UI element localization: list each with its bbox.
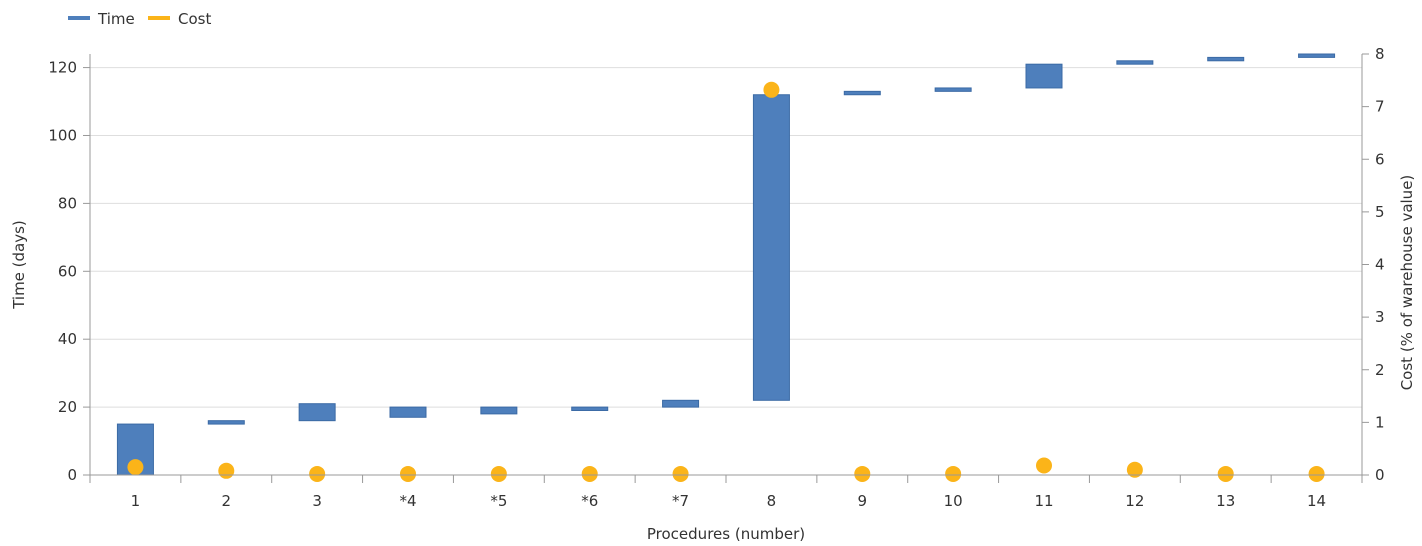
- cost-point-9: [854, 465, 871, 482]
- y2-tick-label-7: 7: [1375, 98, 1385, 116]
- cost-point-3: [309, 465, 326, 482]
- y-tick-label-2: 40: [58, 330, 77, 348]
- legend-label-cost: Cost: [178, 10, 211, 28]
- x-tick-label-10: 10: [944, 492, 963, 510]
- x-tick-label-5: *5: [490, 492, 507, 510]
- time-bar-5: [480, 406, 518, 415]
- y-tick-label-5: 100: [48, 126, 77, 144]
- x-tick-label-9: 9: [858, 492, 868, 510]
- time-bar-4: [389, 406, 427, 418]
- y2-tick-label-2: 2: [1375, 361, 1385, 379]
- time-bar-12: [1116, 60, 1154, 65]
- x-tick-label-4: *4: [399, 492, 416, 510]
- x-tick-label-2: 2: [222, 492, 232, 510]
- x-tick-label-1: 1: [131, 492, 141, 510]
- cost-point-10: [945, 465, 962, 482]
- time-bar-10: [934, 87, 972, 92]
- x-tick-label-3: 3: [312, 492, 322, 510]
- y-tick-label-3: 60: [58, 262, 77, 280]
- x-tick-label-14: 14: [1307, 492, 1326, 510]
- time-bar-11: [1025, 63, 1063, 89]
- y2-tick-label-0: 0: [1375, 466, 1385, 484]
- cost-point-5: [490, 465, 507, 482]
- cost-point-12: [1126, 461, 1143, 478]
- y2-axis-title: Cost (% of warehouse value): [1398, 175, 1416, 391]
- cost-point-4: [400, 465, 416, 482]
- x-axis-title: Procedures (number): [647, 525, 805, 542]
- y2-tick-label-5: 5: [1375, 203, 1385, 221]
- time-bar-6: [571, 406, 609, 411]
- time-bar-7: [662, 399, 700, 408]
- x-tick-label-6: *6: [581, 492, 598, 510]
- y-tick-label-1: 20: [58, 398, 77, 416]
- gridlines: [90, 67, 1362, 408]
- y2-tick-label-6: 6: [1375, 150, 1385, 168]
- cost-point-6: [581, 465, 598, 482]
- x-tick-label-11: 11: [1034, 492, 1053, 510]
- legend-swatch-time: [68, 16, 90, 20]
- time-bar-13: [1207, 56, 1245, 62]
- y-axis-title: Time (days): [10, 220, 28, 310]
- cost-point-14: [1308, 465, 1325, 482]
- time-bars: [116, 53, 1336, 476]
- y2-tick-label-8: 8: [1375, 45, 1385, 63]
- y2-tick-label-3: 3: [1375, 308, 1385, 326]
- x-tick-label-12: 12: [1125, 492, 1144, 510]
- cost-point-13: [1217, 465, 1234, 482]
- y-tick-label-6: 120: [48, 59, 77, 77]
- time-bar-9: [843, 90, 881, 96]
- x-tick-label-7: *7: [672, 492, 689, 510]
- time-bar-2: [207, 420, 245, 425]
- cost-point-2: [218, 462, 235, 479]
- time-bar-8: [752, 94, 790, 401]
- cost-point-8: [763, 81, 780, 98]
- legend: Time Cost: [68, 10, 211, 28]
- cost-point-11: [1036, 457, 1052, 474]
- axes: 1 2 3 *4 *5 *6 *7 8 9 10 11 12 13 1402040608010012001…: [10, 45, 1416, 543]
- cost-point-7: [672, 465, 689, 482]
- y-tick-label-0: 0: [67, 466, 77, 484]
- x-tick-label-8: 8: [767, 492, 777, 510]
- x-tick-label-13: 13: [1216, 492, 1235, 510]
- legend-swatch-cost: [148, 16, 170, 20]
- y2-tick-label-1: 1: [1375, 413, 1385, 431]
- legend-label-time: Time: [97, 10, 135, 28]
- y-tick-label-4: 80: [58, 194, 77, 212]
- cost-points: [127, 81, 1325, 482]
- time-bar-3: [298, 403, 336, 422]
- y2-tick-label-4: 4: [1375, 256, 1385, 274]
- cost-point-1: [127, 459, 144, 476]
- time-bar-14: [1298, 53, 1336, 58]
